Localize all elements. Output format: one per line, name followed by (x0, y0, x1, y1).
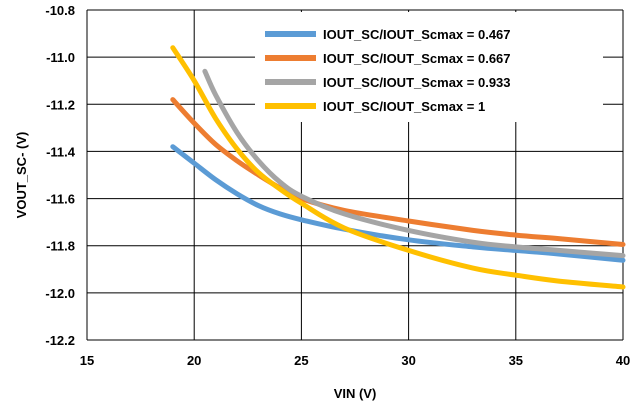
y-tick-label: -10.8 (45, 3, 75, 18)
y-tick-label: -12.0 (45, 286, 75, 301)
y-tick-label: -12.2 (45, 333, 75, 348)
x-tick-label: 30 (401, 353, 415, 368)
x-axis-title: VIN (V) (334, 386, 377, 401)
y-axis-title: VOUT_SC- (V) (14, 132, 29, 219)
series-line-3 (170, 45, 626, 290)
y-tick-label: -11.4 (46, 144, 76, 159)
x-tick-label: 20 (187, 353, 201, 368)
legend-label: IOUT_SC/IOUT_Scmax = 0.933 (323, 75, 511, 90)
x-tick-label: 40 (616, 353, 630, 368)
y-tick-label: -11.2 (46, 97, 75, 112)
tick-labels: -10.8 -11.0 -11.2 -11.4 -11.6 -11.8 -12.0 -12.2… (45, 3, 630, 368)
x-tick-label: 35 (509, 353, 523, 368)
y-tick-label: -11.8 (46, 239, 75, 254)
legend: IOUT_SC/IOUT_Scmax = 0.467 IOUT_SC/IOUT_S… (255, 12, 603, 122)
series-line-0 (170, 144, 626, 263)
legend-label: IOUT_SC/IOUT_Scmax = 0.667 (323, 51, 511, 66)
legend-label: IOUT_SC/IOUT_Scmax = 0.467 (323, 27, 511, 42)
y-tick-label: -11.0 (46, 50, 75, 65)
legend-label: IOUT_SC/IOUT_Scmax = 1 (323, 99, 485, 114)
series-line-2 (202, 68, 626, 259)
series-lines (170, 45, 626, 290)
y-tick-label: -11.6 (46, 192, 75, 207)
x-tick-label: 15 (80, 353, 94, 368)
x-tick-label: 25 (294, 353, 308, 368)
